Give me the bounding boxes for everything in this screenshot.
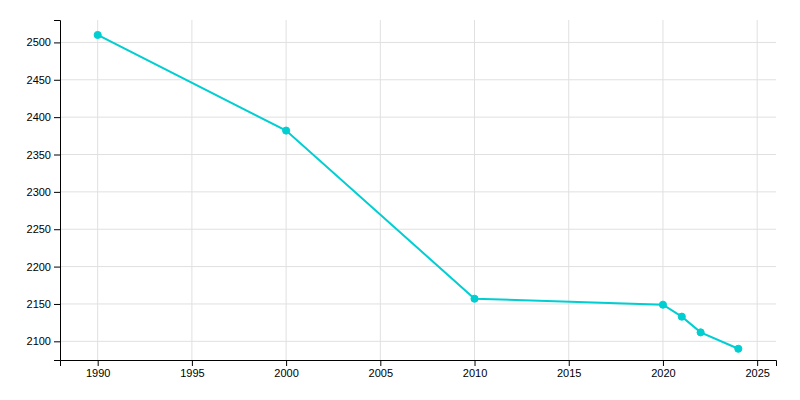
tick-mark bbox=[475, 360, 476, 366]
grid-line-y bbox=[60, 229, 776, 230]
point bbox=[697, 329, 704, 336]
tick-label: 2000 bbox=[274, 367, 298, 379]
tick: 2350 bbox=[27, 149, 60, 161]
grid-line-y bbox=[60, 117, 776, 118]
grid-line-x bbox=[97, 20, 98, 360]
tick: 2010 bbox=[463, 360, 487, 379]
tick-mark bbox=[54, 155, 60, 156]
tick-mark bbox=[54, 304, 60, 305]
point bbox=[678, 313, 685, 320]
tick-mark bbox=[192, 360, 193, 366]
tick-label: 1990 bbox=[86, 367, 110, 379]
tick-label: 2200 bbox=[27, 261, 51, 273]
tick: 1995 bbox=[180, 360, 204, 379]
point bbox=[659, 301, 666, 308]
grid-line-y bbox=[60, 191, 776, 192]
tick-mark bbox=[54, 80, 60, 81]
tick: 2250 bbox=[27, 223, 60, 235]
point bbox=[94, 31, 101, 38]
tick-mark bbox=[380, 360, 381, 366]
point bbox=[471, 295, 478, 302]
grid-line-y bbox=[60, 79, 776, 80]
tick: 2000 bbox=[274, 360, 298, 379]
tick: 2005 bbox=[369, 360, 393, 379]
tick: 2150 bbox=[27, 298, 60, 310]
grid-line-x bbox=[380, 20, 381, 360]
tick-label: 1995 bbox=[180, 367, 204, 379]
tick: 2025 bbox=[745, 360, 769, 379]
tick: 2400 bbox=[27, 111, 60, 123]
tick-mark bbox=[54, 42, 60, 43]
grid-line-y bbox=[60, 42, 776, 43]
tick-label: 2450 bbox=[27, 74, 51, 86]
tick-label: 2150 bbox=[27, 298, 51, 310]
tick: 2200 bbox=[27, 261, 60, 273]
tick-label: 2350 bbox=[27, 149, 51, 161]
tick: 2500 bbox=[27, 36, 60, 48]
tick-label: 2500 bbox=[27, 36, 51, 48]
tick: 2300 bbox=[27, 186, 60, 198]
tick: 1990 bbox=[86, 360, 110, 379]
tick-label: 2300 bbox=[27, 186, 51, 198]
tick: 2015 bbox=[557, 360, 581, 379]
tick-mark bbox=[569, 360, 570, 366]
grid-line-x bbox=[568, 20, 569, 360]
grid-line-x bbox=[474, 20, 475, 360]
grid bbox=[60, 20, 776, 360]
tick-label: 2100 bbox=[27, 335, 51, 347]
tick-label: 2010 bbox=[463, 367, 487, 379]
tick-mark bbox=[757, 360, 758, 366]
point bbox=[283, 127, 290, 134]
tick-label: 2250 bbox=[27, 223, 51, 235]
tick: 2100 bbox=[27, 335, 60, 347]
marks bbox=[94, 31, 742, 352]
grid-line-x bbox=[757, 20, 758, 360]
tick-mark bbox=[54, 229, 60, 230]
tick-mark bbox=[54, 267, 60, 268]
grid-line-y bbox=[60, 154, 776, 155]
line bbox=[98, 35, 739, 349]
tick-mark bbox=[54, 192, 60, 193]
grid-line-x bbox=[286, 20, 287, 360]
tick: 2020 bbox=[651, 360, 675, 379]
tick-mark bbox=[663, 360, 664, 366]
point bbox=[735, 345, 742, 352]
tick-label: 2005 bbox=[369, 367, 393, 379]
plot: 1990 1995 2000 2005 2010 2015 2020 2025 2100 2150… bbox=[27, 20, 777, 379]
tick-label: 2015 bbox=[557, 367, 581, 379]
tick: 2450 bbox=[27, 74, 60, 86]
tick-mark bbox=[54, 341, 60, 342]
y-axis: 2100 2150 2200 2250 2300 2350 2400 2450 2500 bbox=[27, 21, 61, 361]
tick-mark bbox=[54, 117, 60, 118]
axis-line bbox=[54, 21, 61, 361]
grid-line-y bbox=[60, 266, 776, 267]
tick-mark bbox=[98, 360, 99, 366]
x-axis: 1990 1995 2000 2005 2010 2015 2020 2025 bbox=[61, 360, 777, 379]
tick-label: 2025 bbox=[745, 367, 769, 379]
tick-label: 2020 bbox=[651, 367, 675, 379]
chart: 1990 1995 2000 2005 2010 2015 2020 2025 2100 2150… bbox=[0, 0, 800, 400]
tick-mark bbox=[286, 360, 287, 366]
grid-line-x bbox=[662, 20, 663, 360]
grid-line-x bbox=[191, 20, 192, 360]
grid-line-y bbox=[60, 341, 776, 342]
grid-line-y bbox=[60, 303, 776, 304]
tick-label: 2400 bbox=[27, 111, 51, 123]
axis-line bbox=[61, 361, 777, 367]
